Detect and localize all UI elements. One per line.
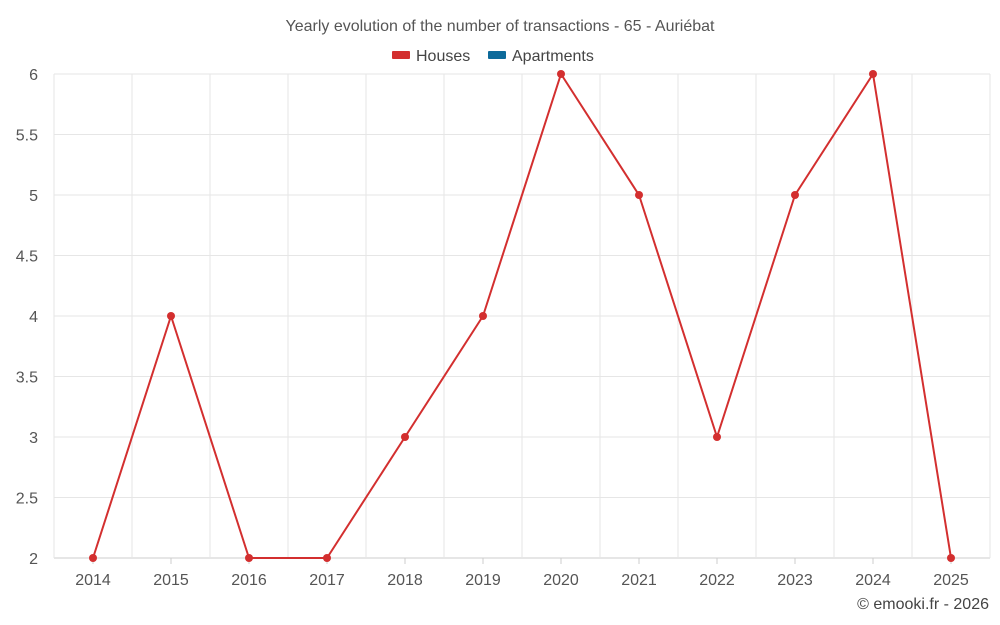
x-tick-label: 2025 — [933, 572, 969, 589]
y-tick-label: 4 — [29, 309, 38, 326]
legend: Houses Apartments — [392, 48, 594, 65]
data-point-houses-2015[interactable] — [167, 312, 175, 320]
legend-label-apartments: Apartments — [512, 48, 594, 65]
x-tick-label: 2020 — [543, 572, 579, 589]
x-tick-label: 2017 — [309, 572, 345, 589]
chart-title: Yearly evolution of the number of transa… — [286, 18, 716, 35]
x-tick-label: 2024 — [855, 572, 891, 589]
x-tick-label: 2016 — [231, 572, 267, 589]
data-point-houses-2014[interactable] — [89, 554, 97, 562]
x-tick-label: 2023 — [777, 572, 813, 589]
data-point-houses-2018[interactable] — [401, 433, 409, 441]
legend-label-houses: Houses — [416, 48, 470, 65]
legend-swatch-houses — [392, 51, 410, 59]
grid — [53, 73, 991, 559]
data-point-houses-2025[interactable] — [947, 554, 955, 562]
y-tick-label: 3.5 — [16, 370, 38, 387]
y-tick-label: 4.5 — [16, 249, 38, 266]
data-point-houses-2024[interactable] — [869, 70, 877, 78]
y-tick-label: 6 — [29, 67, 38, 84]
y-tick-label: 5.5 — [16, 128, 38, 145]
plot-area — [89, 70, 955, 562]
y-tick-label: 5 — [29, 188, 38, 205]
data-point-houses-2016[interactable] — [245, 554, 253, 562]
series-line-houses — [92, 73, 952, 559]
x-tick-label: 2022 — [699, 572, 735, 589]
legend-swatch-apartments — [488, 51, 506, 59]
x-tick-label: 2015 — [153, 572, 189, 589]
data-point-houses-2023[interactable] — [791, 191, 799, 199]
x-tick-label: 2018 — [387, 572, 423, 589]
credit-text: © emooki.fr - 2026 — [857, 596, 989, 613]
legend-item-apartments[interactable]: Apartments — [488, 48, 594, 65]
data-point-houses-2021[interactable] — [635, 191, 643, 199]
data-point-houses-2022[interactable] — [713, 433, 721, 441]
axes: 2 2.5 3 3.5 4 4.5 5 5.5 6 2014 2015 2016 2017 2018 201… — [16, 67, 969, 589]
y-tick-label: 3 — [29, 430, 38, 447]
legend-item-houses[interactable]: Houses — [392, 48, 470, 65]
x-tick-label: 2014 — [75, 572, 111, 589]
data-point-houses-2019[interactable] — [479, 312, 487, 320]
y-tick-label: 2 — [29, 551, 38, 568]
data-point-houses-2017[interactable] — [323, 554, 331, 562]
y-tick-label: 2.5 — [16, 491, 38, 508]
x-tick-label: 2021 — [621, 572, 657, 589]
data-point-houses-2020[interactable] — [557, 70, 565, 78]
x-tick-label: 2019 — [465, 572, 501, 589]
